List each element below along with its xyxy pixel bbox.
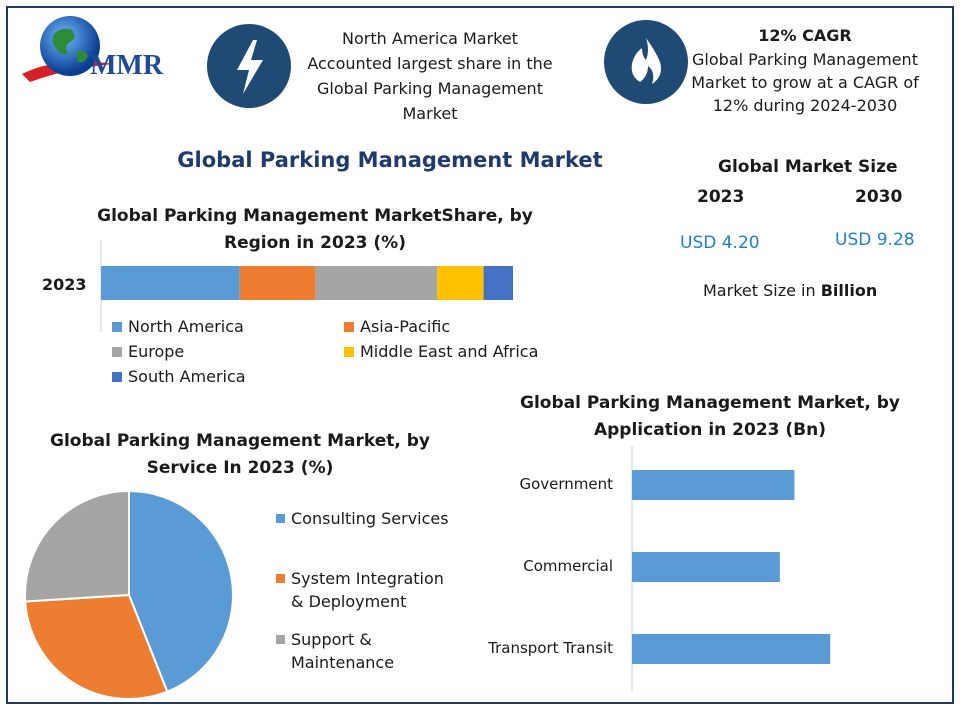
region-bar-segment-2: [315, 266, 438, 300]
flame-badge: [604, 20, 688, 104]
legend-swatch: [276, 514, 285, 523]
application-category-label: Commercial: [523, 557, 613, 575]
legend-label: North America: [128, 317, 244, 336]
region-legend-item: Asia-Pacific: [344, 317, 450, 336]
application-chart-title: Global Parking Management Market, by App…: [520, 393, 900, 440]
service-chart-title: Global Parking Management Market, by Ser…: [50, 431, 430, 478]
logo-text: MMR: [90, 50, 164, 81]
note-unit: Billion: [820, 281, 878, 300]
legend-swatch: [344, 346, 354, 357]
legend-label: Support & Maintenance: [291, 630, 395, 672]
region-chart-title: Global Parking Management MarketShare, b…: [97, 206, 533, 253]
pie-slice-1: [24, 593, 169, 700]
flame-icon: [631, 38, 661, 84]
legend-swatch: [112, 371, 122, 382]
market-value-2023: USD 4.20: [680, 233, 760, 253]
region-bar-segment-4: [483, 266, 513, 300]
legend-swatch: [276, 574, 285, 583]
cagr-line: Market to grow at a CAGR of: [691, 73, 919, 92]
region-legend-item: Middle East and Africa: [344, 342, 538, 361]
main-title: Global Parking Management Market: [177, 148, 603, 172]
application-bar-chart: [631, 446, 831, 691]
pie-slice-0: [128, 490, 234, 693]
blurb-line: Accounted largest share in the: [307, 54, 553, 73]
cagr-line: 12% during 2024-2030: [712, 96, 898, 115]
service-legend-item: System Integration & Deployment: [276, 567, 444, 613]
application-bar-2: [632, 634, 831, 664]
market-value-2030: USD 9.28: [835, 230, 915, 250]
region-bar-segment-1: [239, 266, 316, 300]
legend-label: South America: [128, 367, 246, 386]
market-year-2023: 2023: [697, 187, 745, 207]
application-bar-1: [632, 552, 780, 582]
market-size-title: Global Market Size: [718, 157, 898, 177]
region-legend-item: North America: [112, 317, 244, 336]
application-category-label: Transport Transit: [488, 639, 613, 657]
service-legend-item: Support & Maintenance: [276, 628, 394, 674]
cagr-line: Global Parking Management: [692, 50, 918, 69]
region-legend-item: Europe: [112, 342, 184, 361]
application-bar-0: [632, 470, 795, 500]
legend-swatch: [112, 321, 122, 332]
region-row-label: 2023: [42, 275, 87, 294]
market-size-note: Market Size in Billion: [703, 281, 877, 300]
north-america-blurb: North America Market Accounted largest s…: [296, 26, 564, 126]
region-bar-segment-0: [101, 266, 240, 300]
legend-swatch: [112, 346, 122, 357]
cagr-block: 12% CAGR Global Parking Management Marke…: [690, 24, 920, 117]
service-legend-item: Consulting Services: [276, 507, 449, 530]
blurb-line: Market: [402, 104, 458, 123]
legend-label: Middle East and Africa: [360, 342, 539, 361]
blurb-line: Global Parking Management: [317, 79, 543, 98]
blurb-line: North America Market: [342, 29, 518, 48]
application-category-label: Government: [519, 475, 613, 493]
region-legend-item: South America: [112, 367, 246, 386]
legend-swatch: [344, 321, 354, 332]
note-prefix: Market Size in: [703, 281, 821, 300]
market-year-2030: 2030: [855, 187, 903, 207]
cagr-title: 12% CAGR: [758, 26, 852, 45]
legend-swatch: [276, 635, 285, 644]
mmr-logo: MMR: [22, 16, 164, 82]
lightning-badge: [207, 24, 291, 108]
region-bar-segment-3: [437, 266, 484, 300]
legend-label: System Integration & Deployment: [291, 569, 444, 611]
lightning-icon: [237, 40, 263, 94]
pie-slice-2: [24, 490, 130, 603]
legend-label: Europe: [128, 342, 185, 361]
region-stacked-bar-chart: [100, 240, 513, 332]
legend-label: Consulting Services: [291, 509, 449, 528]
legend-label: Asia-Pacific: [360, 317, 451, 336]
service-pie-chart: [24, 490, 234, 700]
globe-icon: [40, 16, 100, 76]
